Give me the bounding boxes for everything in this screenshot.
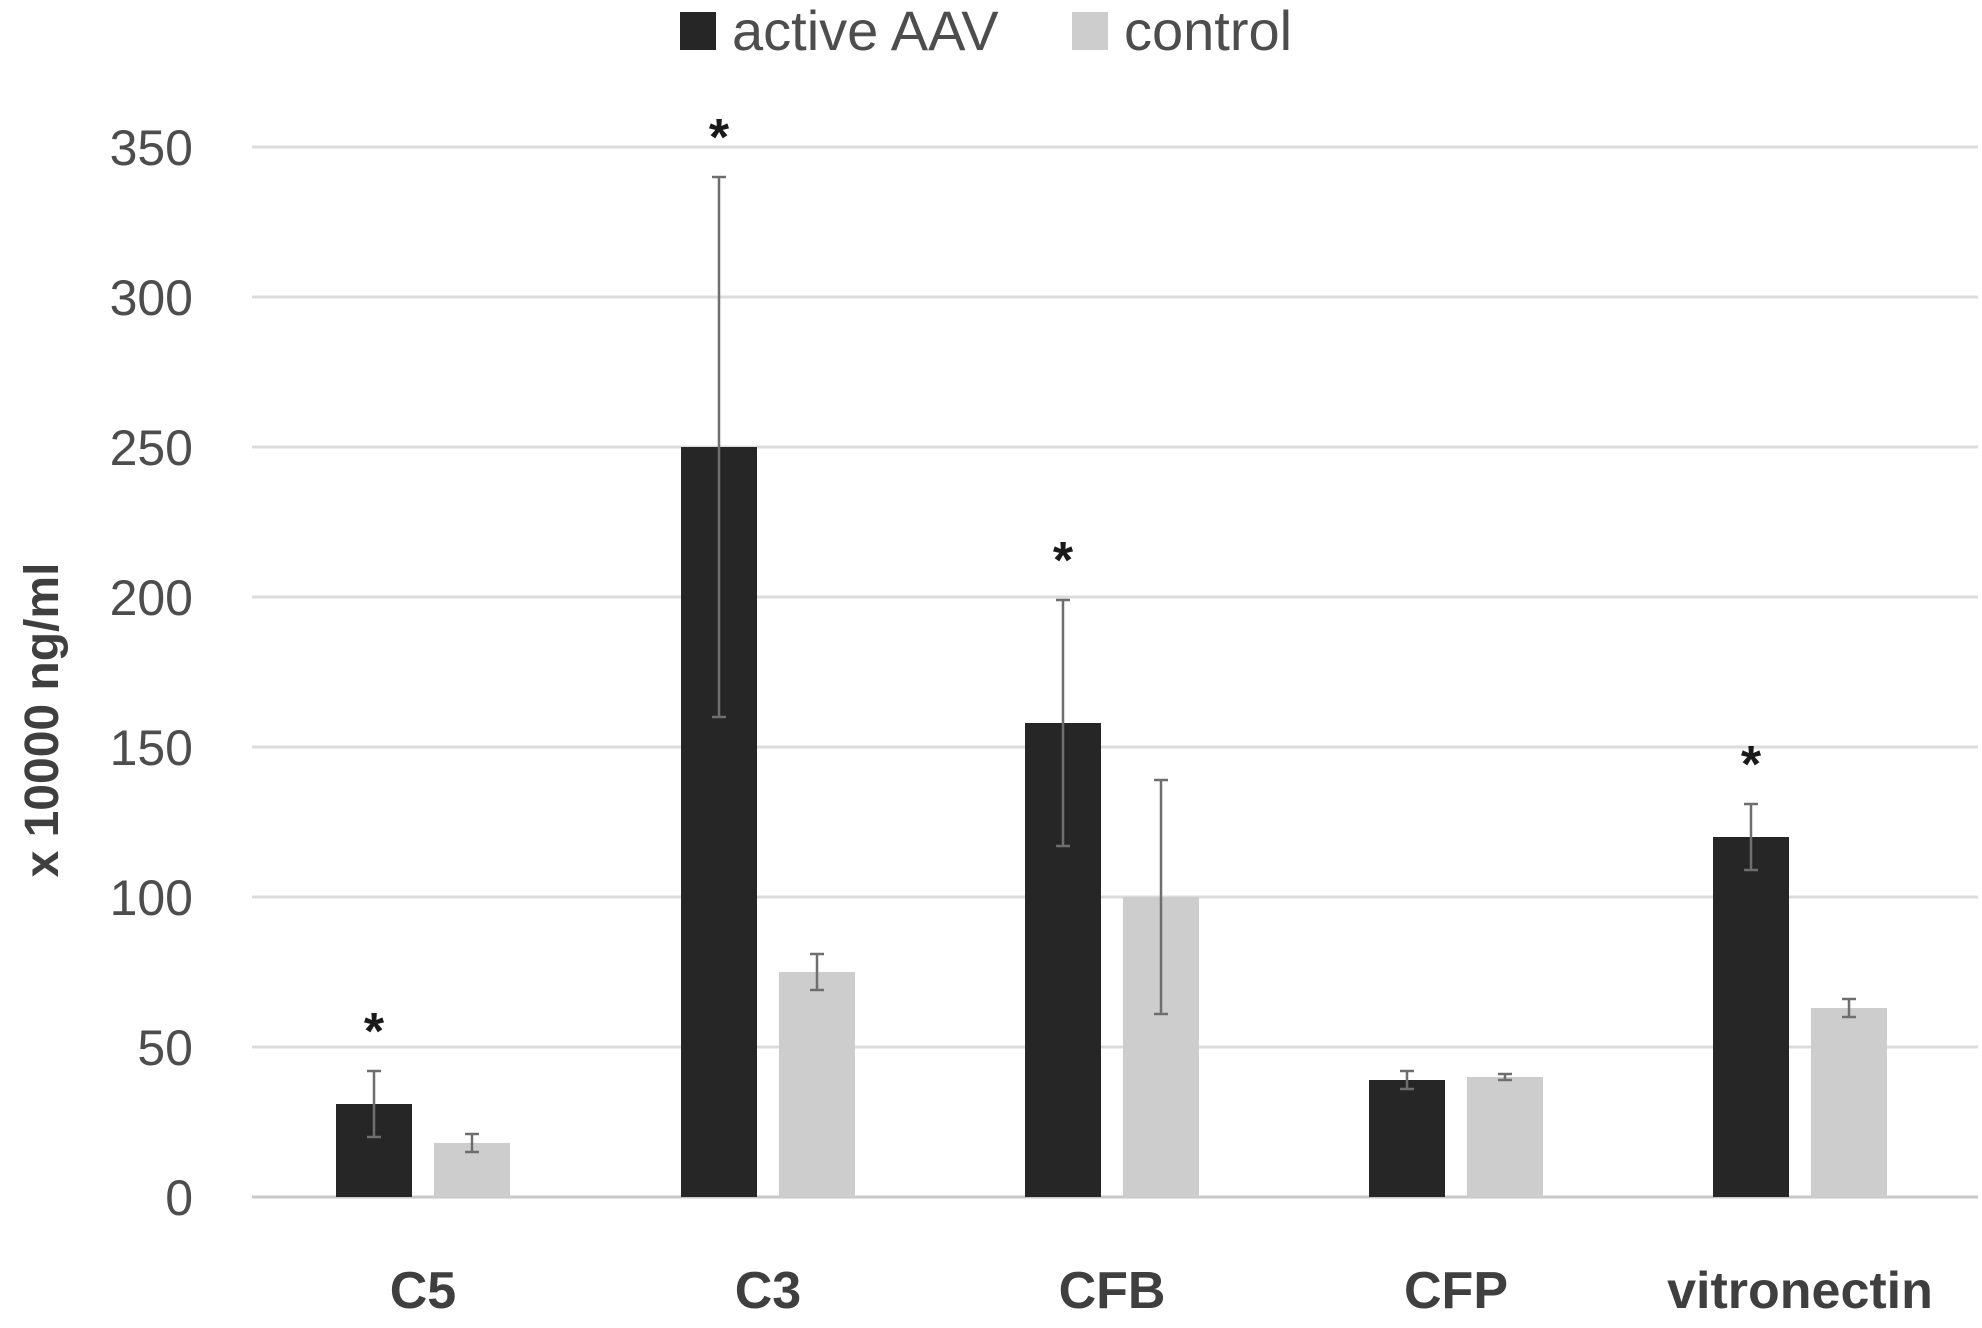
x-category-label: vitronectin (1667, 1262, 1933, 1320)
x-category-label: C3 (735, 1262, 801, 1320)
error-bar-cfp-control (1498, 1072, 1512, 1082)
y-tick-label: 0 (165, 1170, 193, 1226)
significance-asterisk: * (1741, 736, 1762, 794)
y-axis-ticks: 0 50 100 150 200 250 300 350 (110, 120, 193, 1226)
y-tick-label: 200 (110, 570, 193, 626)
x-category-label: CFB (1059, 1262, 1166, 1320)
error-bar-cfp-active-aav (1400, 1069, 1414, 1091)
error-bar-cfb-active-aav (1056, 598, 1070, 848)
x-category-label: CFP (1404, 1262, 1508, 1320)
significance-asterisk: * (1053, 532, 1074, 590)
error-bar-vitronectin-control (1842, 997, 1856, 1019)
legend-item-active-aav: active AAV (680, 0, 999, 62)
bar-vitronectin-control (1811, 1008, 1887, 1197)
error-bars (367, 175, 1856, 1154)
error-bar-cfb-control (1154, 778, 1168, 1016)
legend-item-control: control (1072, 0, 1292, 62)
significance-asterisk: * (364, 1003, 385, 1061)
x-category-label: C5 (390, 1262, 456, 1320)
significance-marks: * * * * (364, 109, 1762, 1061)
bar-cfp-active-aav (1369, 1080, 1445, 1197)
bar-vitronectin-active-aav (1713, 837, 1789, 1197)
bar-cfp-control (1467, 1077, 1543, 1197)
error-bar-c5-control (465, 1132, 479, 1154)
y-tick-label: 350 (110, 120, 193, 176)
legend-swatch (1072, 12, 1108, 50)
legend-label: control (1124, 0, 1292, 62)
significance-asterisk: * (709, 109, 730, 167)
bar-c3-control (779, 972, 855, 1197)
error-bar-c3-active-aav (712, 175, 726, 719)
error-bar-vitronectin-active-aav (1744, 802, 1758, 872)
gridlines (252, 145, 1978, 1199)
legend-swatch (680, 12, 716, 50)
x-axis-labels: C5 C3 CFB CFP vitronectin (390, 1262, 1933, 1320)
y-tick-label: 250 (110, 420, 193, 476)
error-bar-c3-control (810, 952, 824, 992)
y-tick-label: 150 (110, 720, 193, 776)
y-tick-label: 100 (110, 870, 193, 926)
y-axis-title: x 10000 ng/ml (16, 563, 69, 878)
bars (336, 447, 1887, 1197)
legend: active AAV control (680, 0, 1292, 62)
y-tick-label: 300 (110, 270, 193, 326)
y-tick-label: 50 (137, 1020, 193, 1076)
error-bar-c5-active-aav (367, 1069, 381, 1139)
legend-label: active AAV (732, 0, 999, 62)
